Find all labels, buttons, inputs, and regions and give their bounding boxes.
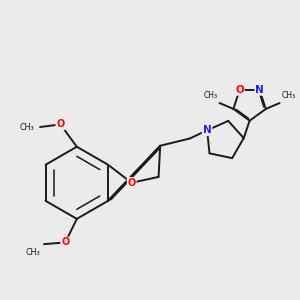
Text: O: O: [61, 238, 70, 248]
Text: CH₃: CH₃: [281, 92, 296, 100]
Text: O: O: [128, 178, 136, 188]
Text: N: N: [255, 85, 264, 95]
Text: CH₃: CH₃: [204, 92, 218, 100]
Text: O: O: [56, 119, 64, 129]
Text: CH₃: CH₃: [25, 248, 40, 257]
Text: CH₃: CH₃: [20, 122, 34, 131]
Text: O: O: [235, 85, 244, 95]
Text: N: N: [203, 125, 212, 135]
